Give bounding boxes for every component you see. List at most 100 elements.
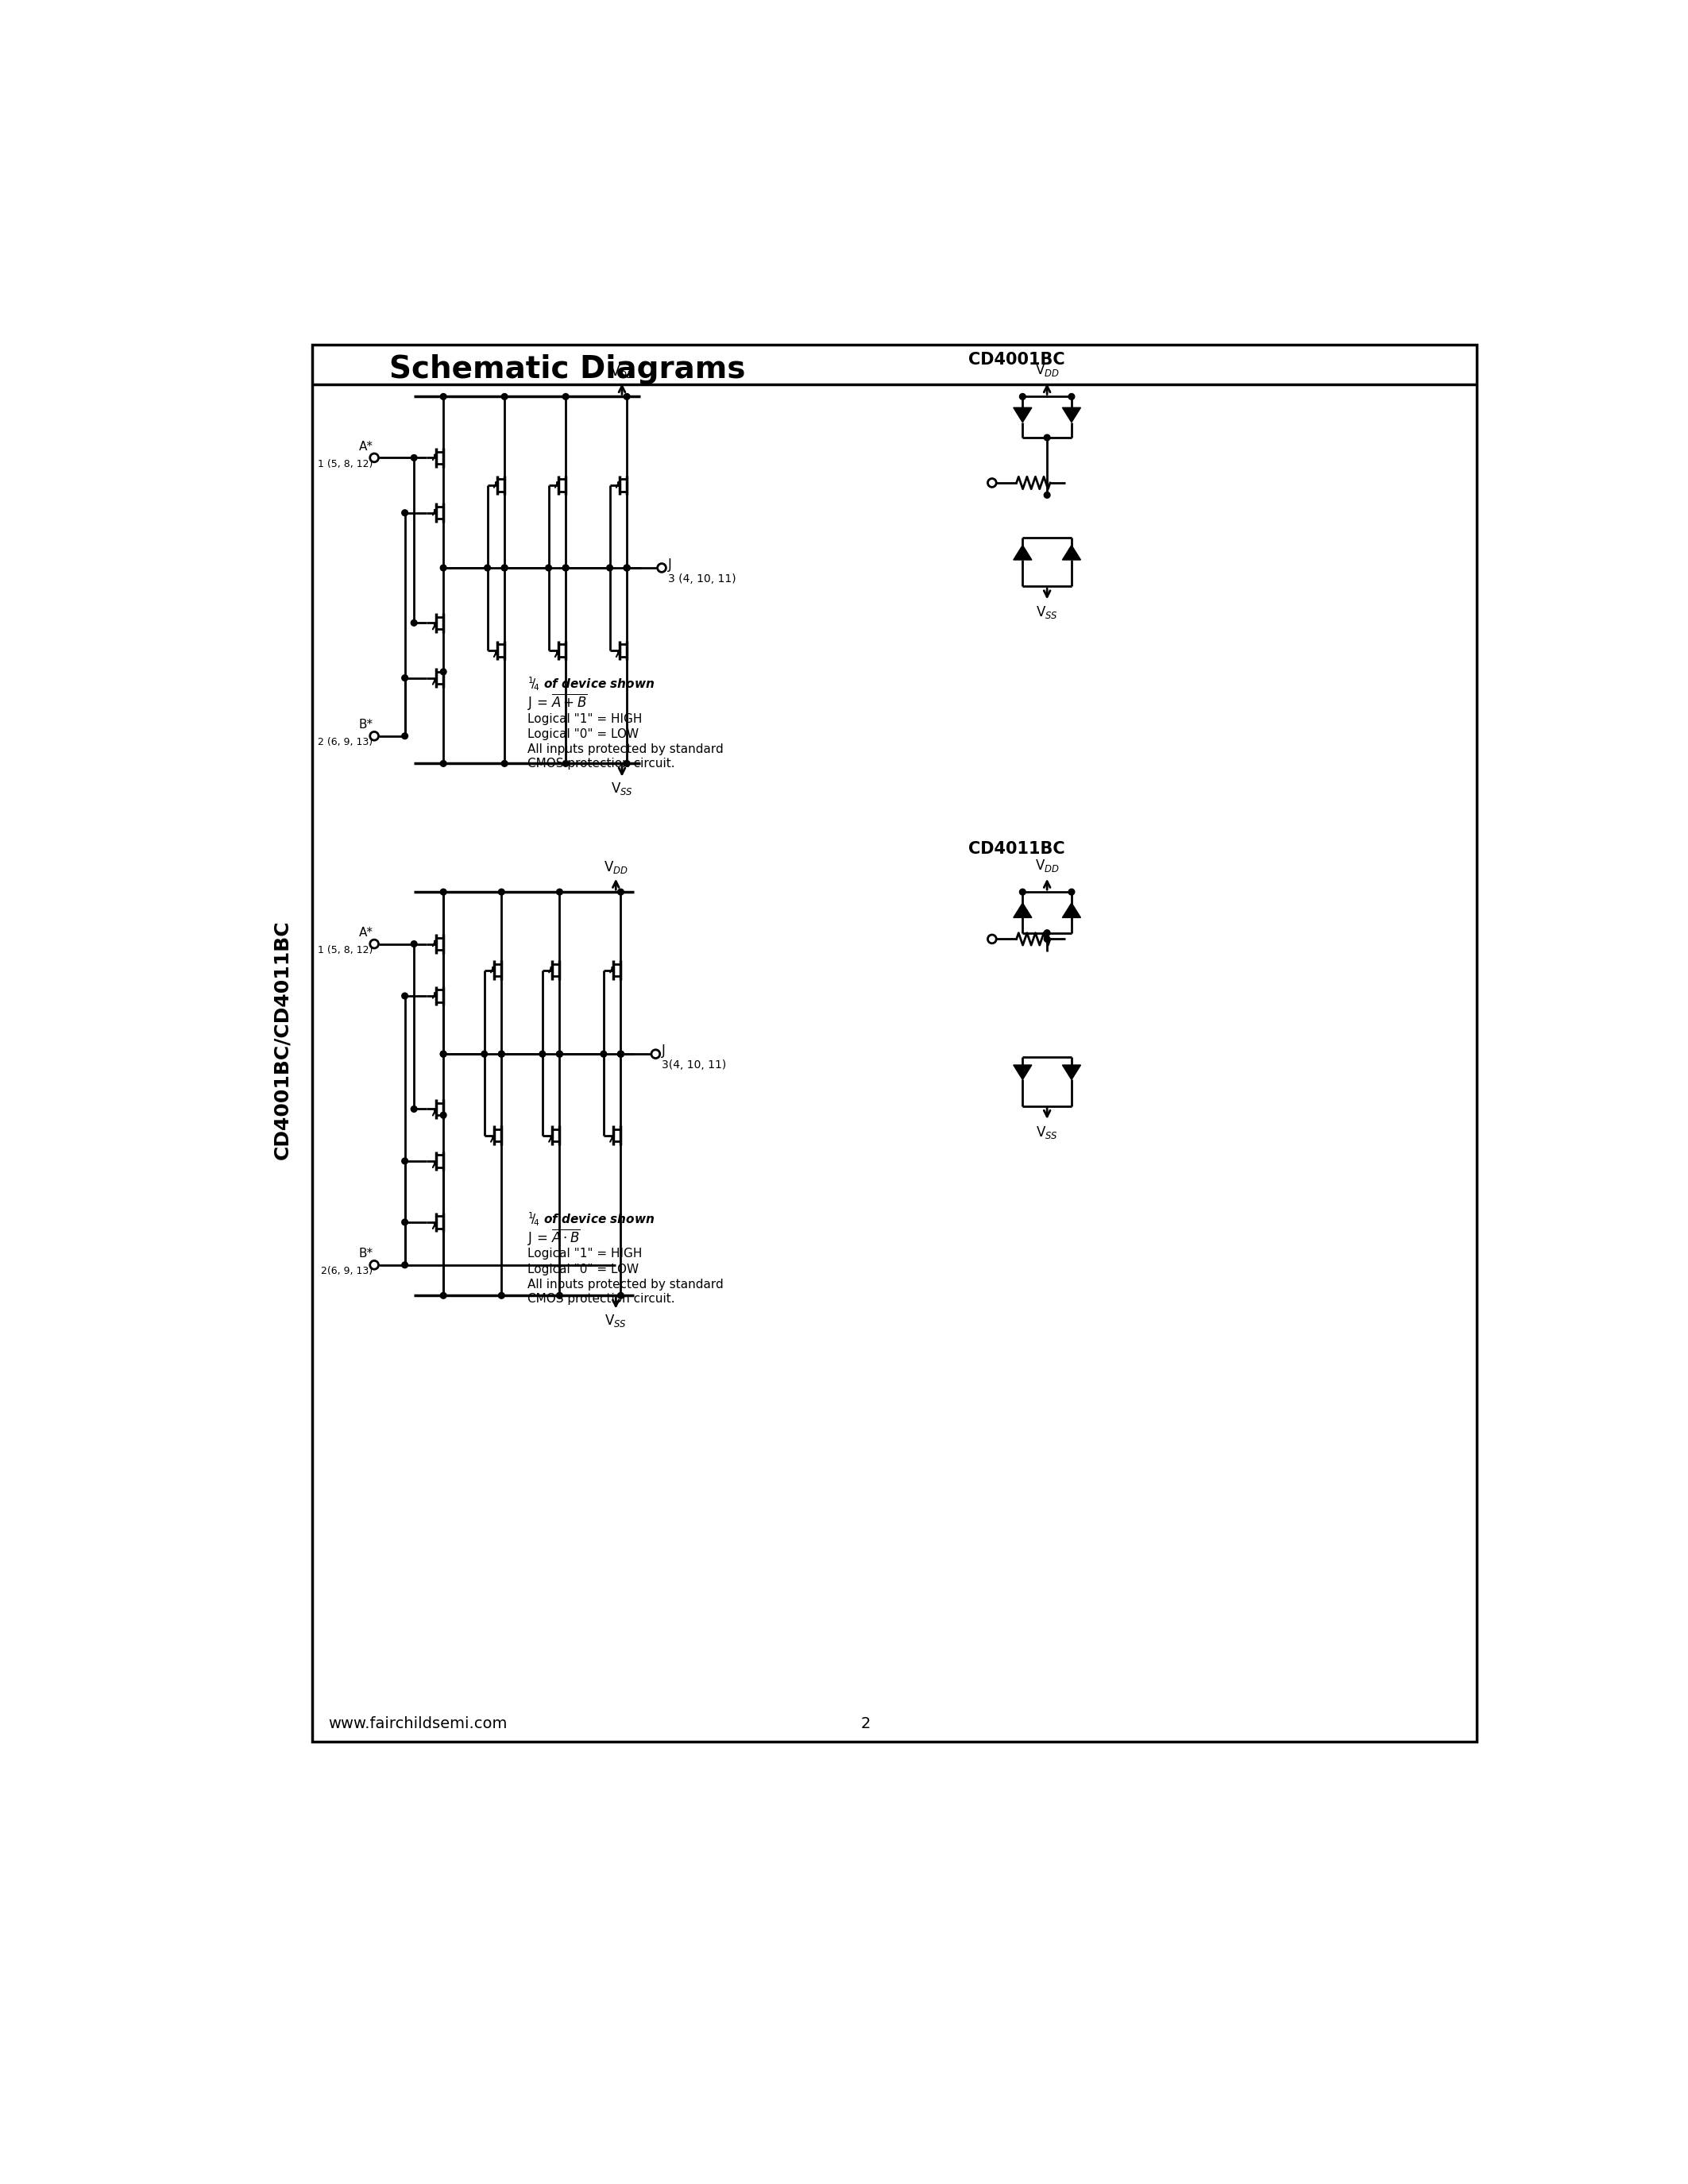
Polygon shape xyxy=(1062,1066,1080,1079)
Circle shape xyxy=(370,939,378,948)
Text: A*: A* xyxy=(360,926,373,939)
Polygon shape xyxy=(1013,902,1031,917)
Text: J: J xyxy=(662,1044,665,1057)
Text: All inputs protected by standard: All inputs protected by standard xyxy=(527,743,722,756)
Circle shape xyxy=(402,1262,408,1269)
Circle shape xyxy=(402,734,408,738)
Circle shape xyxy=(498,1051,505,1057)
Polygon shape xyxy=(1062,902,1080,917)
Circle shape xyxy=(501,393,508,400)
Text: B*: B* xyxy=(358,719,373,732)
Circle shape xyxy=(618,1051,625,1057)
Circle shape xyxy=(498,1293,505,1299)
Circle shape xyxy=(441,1051,446,1057)
Circle shape xyxy=(540,1051,545,1057)
Circle shape xyxy=(625,566,630,570)
Circle shape xyxy=(481,1051,488,1057)
Text: B*: B* xyxy=(358,1247,373,1260)
Polygon shape xyxy=(1013,1066,1031,1079)
Circle shape xyxy=(410,941,417,948)
Circle shape xyxy=(987,478,996,487)
Text: J: J xyxy=(668,557,672,572)
Text: V$_{DD}$: V$_{DD}$ xyxy=(609,363,635,380)
Text: V$_{DD}$: V$_{DD}$ xyxy=(604,858,628,876)
Circle shape xyxy=(625,393,630,400)
Circle shape xyxy=(484,566,491,570)
Circle shape xyxy=(987,935,996,943)
Text: $^1\!/\!_4$ of device shown: $^1\!/\!_4$ of device shown xyxy=(527,1210,655,1227)
Text: 3(4, 10, 11): 3(4, 10, 11) xyxy=(662,1059,726,1070)
Circle shape xyxy=(557,1051,562,1057)
Circle shape xyxy=(562,393,569,400)
Polygon shape xyxy=(1013,408,1031,422)
Text: V$_{SS}$: V$_{SS}$ xyxy=(1036,605,1058,620)
Circle shape xyxy=(498,889,505,895)
Circle shape xyxy=(1069,393,1075,400)
Circle shape xyxy=(501,566,508,570)
Circle shape xyxy=(601,1051,606,1057)
Circle shape xyxy=(557,889,562,895)
Circle shape xyxy=(501,760,508,767)
Circle shape xyxy=(441,1051,446,1057)
Text: 2(6, 9, 13): 2(6, 9, 13) xyxy=(321,1267,373,1275)
Text: V$_{DD}$: V$_{DD}$ xyxy=(1035,363,1060,378)
Text: V$_{SS}$: V$_{SS}$ xyxy=(604,1313,626,1328)
Circle shape xyxy=(618,1293,625,1299)
Circle shape xyxy=(562,566,569,570)
Circle shape xyxy=(1020,393,1026,400)
Circle shape xyxy=(441,889,446,895)
Circle shape xyxy=(402,509,408,515)
Circle shape xyxy=(1043,491,1050,498)
Text: CD4001BC: CD4001BC xyxy=(969,352,1065,367)
Circle shape xyxy=(410,620,417,627)
Circle shape xyxy=(410,454,417,461)
Circle shape xyxy=(625,566,630,570)
Circle shape xyxy=(370,732,378,740)
Text: 2: 2 xyxy=(861,1717,871,1732)
Text: $^1\!/\!_4$ of device shown: $^1\!/\!_4$ of device shown xyxy=(527,675,655,692)
Text: A*: A* xyxy=(360,441,373,452)
Polygon shape xyxy=(1062,408,1080,422)
Circle shape xyxy=(557,1051,562,1057)
Polygon shape xyxy=(1013,546,1031,559)
Circle shape xyxy=(1069,889,1075,895)
Text: Logical "0" = LOW: Logical "0" = LOW xyxy=(527,1262,638,1275)
Text: CD4011BC: CD4011BC xyxy=(969,841,1065,856)
Circle shape xyxy=(402,994,408,998)
Polygon shape xyxy=(1062,546,1080,559)
Circle shape xyxy=(441,566,446,570)
Circle shape xyxy=(562,760,569,767)
Circle shape xyxy=(441,393,446,400)
Circle shape xyxy=(1043,930,1050,937)
Circle shape xyxy=(441,668,446,675)
Text: V$_{SS}$: V$_{SS}$ xyxy=(611,780,633,797)
Circle shape xyxy=(625,760,630,767)
Bar xyxy=(312,345,1477,1743)
Circle shape xyxy=(618,1051,625,1057)
Circle shape xyxy=(545,566,552,570)
Circle shape xyxy=(618,889,625,895)
Text: Schematic Diagrams: Schematic Diagrams xyxy=(390,354,746,384)
Circle shape xyxy=(625,566,630,570)
Text: V$_{SS}$: V$_{SS}$ xyxy=(1036,1125,1058,1140)
Text: CMOS protection circuit.: CMOS protection circuit. xyxy=(527,1293,675,1304)
Circle shape xyxy=(1020,889,1026,895)
Text: CMOS protection circuit.: CMOS protection circuit. xyxy=(527,758,675,769)
Text: 3 (4, 10, 11): 3 (4, 10, 11) xyxy=(668,572,736,585)
Circle shape xyxy=(562,566,569,570)
Text: J = $\overline{A \cdot B}$: J = $\overline{A \cdot B}$ xyxy=(527,1227,581,1247)
Text: CD4001BC/CD4011BC: CD4001BC/CD4011BC xyxy=(273,919,292,1160)
Text: J = $\overline{A+B}$: J = $\overline{A+B}$ xyxy=(527,692,587,712)
Circle shape xyxy=(402,1219,408,1225)
Circle shape xyxy=(657,563,667,572)
Text: Logical "0" = LOW: Logical "0" = LOW xyxy=(527,727,638,740)
Circle shape xyxy=(652,1051,660,1059)
Circle shape xyxy=(441,760,446,767)
Circle shape xyxy=(1043,937,1050,941)
Text: 2 (6, 9, 13): 2 (6, 9, 13) xyxy=(317,736,373,747)
Circle shape xyxy=(370,1260,378,1269)
Circle shape xyxy=(498,1051,505,1057)
Text: V$_{DD}$: V$_{DD}$ xyxy=(1035,858,1060,874)
Circle shape xyxy=(501,566,508,570)
Text: Logical "1" = HIGH: Logical "1" = HIGH xyxy=(527,1247,641,1260)
